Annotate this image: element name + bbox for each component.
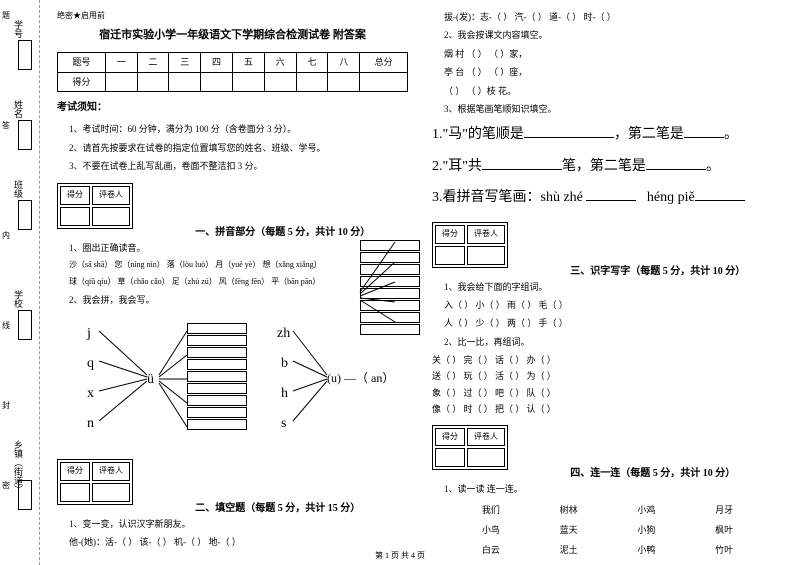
s3-p2: 送（ ） 玩（ ） 活（ ） 为（ ） [432,369,783,383]
dash-label-3: 内 [2,230,10,241]
s3-p4: 像（ ） 时（ ） 把（ ） 认（ ） [432,402,783,416]
letter-u: ü [147,369,154,391]
letter-n: n [87,413,94,435]
dash-label-2: 答 [2,120,10,131]
binding-margin: 学号 姓名 班级 学校 乡镇（街道） 题 答 内 线 封 密 [0,0,40,565]
notice-3: 3、不要在试卷上乱写乱画，卷面不整洁扣 3 分。 [69,159,408,173]
match-row-1: 我们树林小鸡月牙 [432,503,783,517]
dash-label-5: 封 [2,400,10,411]
s3-q1: 1、我会给下面的字组词。 [444,280,783,294]
margin-label-class: 班级 [12,180,25,198]
margin-box-5 [18,480,32,510]
right-column: 拔-(发)：志-（ ） 汽-（ ） 道-（ ） 时-（ ） 2、我会按课文内容填… [420,10,795,555]
s2-r2: 亭 台 （ ） （ ）座， [444,65,783,79]
s3-r2: 人（ ） 少（ ） 两（ ） 手（ ） [444,316,783,330]
grade-box-2: 得分评卷人 [57,459,133,505]
letter-zh: zh [277,323,290,345]
s2-q2: 2、我会按课文内容填空。 [444,28,783,42]
bars-left [187,323,247,431]
margin-label-xuehao: 学号 [12,20,25,38]
s4-q1: 1、读一读 连一连。 [444,482,783,496]
margin-box-4 [18,310,32,340]
match-row-2: 小鸟蓝天小狗枫叶 [432,523,783,537]
th-5: 五 [232,53,264,72]
letter-h: h [281,383,288,405]
grade-box-3: 得分评卷人 [432,222,508,268]
th-2: 二 [137,53,169,72]
s2-r1: 烟 村 （ ） （ ）家， [444,47,783,61]
dash-label-1: 题 [2,10,10,21]
s2-q3: 3、根据笔画笔顺知识填空。 [444,102,783,116]
margin-box-1 [18,40,32,70]
notice-title: 考试须知： [57,100,408,116]
section-4-title: 四、连一连（每题 5 分，共计 10 分） [570,468,735,479]
dash-label-4: 线 [2,320,10,331]
s2-line1: 他-(她)：活-（ ） 该-（ ） 机-（ ） 地-（ ） [69,535,408,549]
notice-1: 1、考试时间：60 分钟，满分为 100 分（含卷面分 3 分）。 [69,122,408,136]
s3-q2: 2、比一比，再组词。 [444,335,783,349]
page-footer: 第 1 页 共 4 页 [0,550,800,561]
score-table: 题号 一 二 三 四 五 六 七 八 总分 得分 [57,52,408,92]
dash-label-6: 密 [2,480,10,491]
margin-label-name: 姓名 [12,100,25,118]
th-7: 七 [296,53,328,72]
th-6: 六 [264,53,296,72]
s2-line2: 拔-(发)：志-（ ） 汽-（ ） 道-（ ） 时-（ ） [444,10,783,24]
s2-r3: （ ） （ ）枝 花。 [444,84,783,98]
s2-h3: 3.看拼音写笔画：shù zhé hénɡ piě [432,185,783,210]
th-3: 三 [169,53,201,72]
s2-h1: 1."马"的笔顺是，第二笔是。 [432,122,783,147]
exam-title: 宿迁市实验小学一年级语文下学期综合检测试卷 附答案 [57,27,408,45]
th-1: 一 [105,53,137,72]
s3-p1: 关（ ） 完（ ） 话（ ） 办（ ） [432,353,783,367]
margin-box-3 [18,200,32,230]
letter-s: s [281,413,286,435]
grade-box-1: 得分评卷人 [57,183,133,229]
margin-label-school: 学校 [12,290,25,308]
margin-box-2 [18,120,32,150]
s3-p3: 象（ ） 过（ ） 吧（ ） 队（ ） [432,386,783,400]
confidential-label: 绝密★启用前 [57,10,408,23]
main-content: 绝密★启用前 宿迁市实验小学一年级语文下学期综合检测试卷 附答案 题号 一 二 … [40,0,800,565]
letter-uan: (u) —（ an） [327,369,394,388]
grade-box-4: 得分评卷人 [432,425,508,471]
letter-j: j [87,323,91,345]
section-1-title: 一、拼音部分（每题 5 分，共计 10 分） [195,227,370,238]
right-fan-lines [350,232,430,362]
th-8: 八 [328,53,360,72]
notice-2: 2、请首先按要求在试卷的指定位置填写您的姓名、班级、学号。 [69,141,408,155]
section-2-title: 二、填空题（每题 5 分，共计 15 分） [195,503,360,514]
th-4: 四 [201,53,233,72]
s2-q1: 1、变一变，认识汉字新朋友。 [69,517,408,531]
tr-score: 得分 [58,72,106,91]
th-0: 题号 [58,53,106,72]
letter-x: x [87,383,94,405]
s3-r1: 入（ ） 小（ ） 雨（ ） 毛（ ） [444,298,783,312]
letter-b: b [281,353,288,375]
section-3-title: 三、识字写字（每题 5 分，共计 10 分） [570,266,745,277]
s2-h2: 2."耳"共笔，第二笔是。 [432,154,783,179]
letter-q: q [87,353,94,375]
th-9: 总分 [360,53,408,72]
